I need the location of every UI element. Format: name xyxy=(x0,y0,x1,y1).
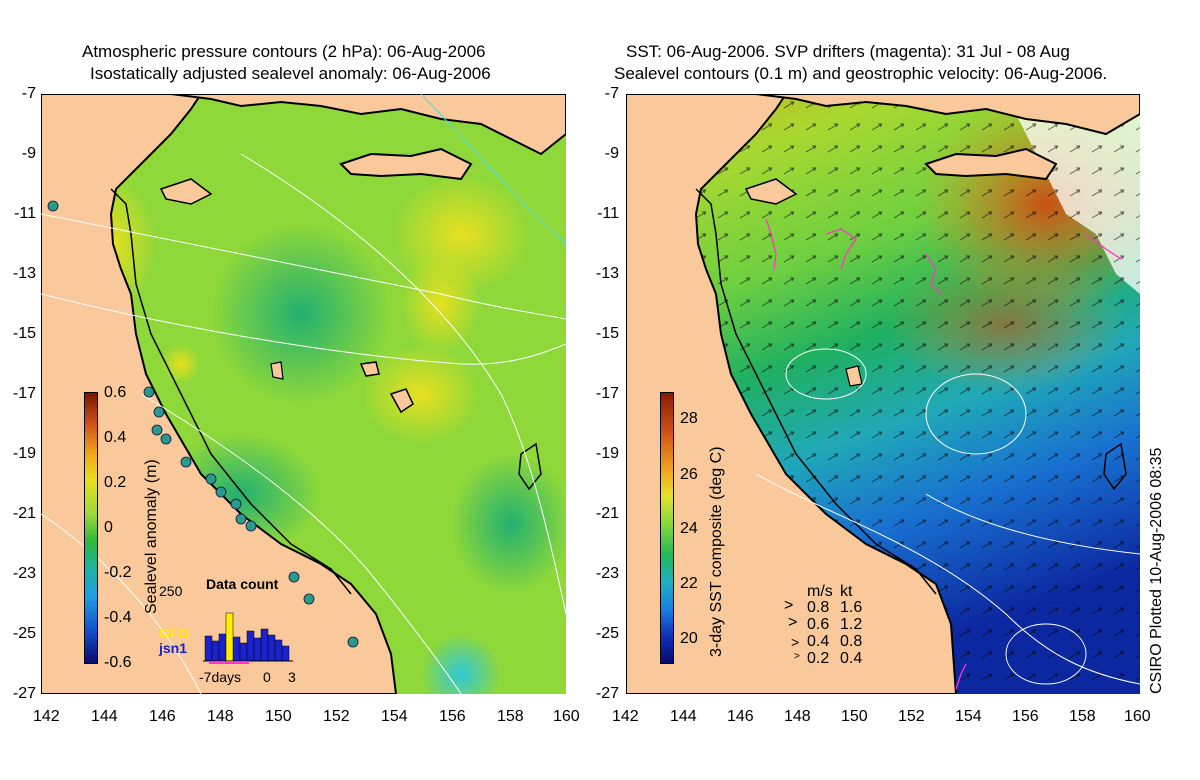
left-lon-tick: 154 xyxy=(381,708,408,725)
sealevel-anomaly-map: Data count 250 GFO jsn1 -7days 0 3 xyxy=(41,94,566,694)
velocity-arrow-icon: > xyxy=(788,614,798,631)
sst-cbar-label: 3-day SST composite (deg C) xyxy=(708,446,725,657)
sealevel-cbar-tick: 0 xyxy=(104,519,113,536)
velocity-legend-ms: 0.6 xyxy=(807,616,830,633)
left-lon-tick: 152 xyxy=(323,708,350,725)
plot-credit: CSIRO Plotted 10-Aug-2006 08:35 xyxy=(1148,447,1165,694)
right-lat-tick: -13 xyxy=(595,265,619,282)
sst-cbar-tick: 28 xyxy=(680,410,698,427)
velocity-legend-kt: 0.4 xyxy=(840,650,863,667)
left-lon-tick: 144 xyxy=(91,708,118,725)
right-lon-tick: 154 xyxy=(955,708,982,725)
right-lon-tick: 146 xyxy=(727,708,754,725)
sst-cbar-tick: 26 xyxy=(680,466,698,483)
right-lat-tick: -9 xyxy=(604,145,619,162)
left-lon-tick: 150 xyxy=(265,708,292,725)
left-lon-tick: 156 xyxy=(439,708,466,725)
left-lat-tick: -13 xyxy=(12,265,36,282)
left-lat-tick: -15 xyxy=(12,325,36,342)
right-lon-tick: 150 xyxy=(841,708,868,725)
legend-gfo: GFO xyxy=(159,625,190,641)
left-lat-tick: -23 xyxy=(12,565,36,582)
sealevel-cbar-tick: -0.2 xyxy=(104,564,132,581)
left-lat-tick: -11 xyxy=(14,205,36,222)
sst-colorbar xyxy=(660,392,674,664)
left-lat-tick: -19 xyxy=(12,445,36,462)
data-count-histogram xyxy=(203,603,293,664)
right-lat-tick: -19 xyxy=(595,445,619,462)
left-lat-tick: -27 xyxy=(12,685,36,702)
right-lat-tick: -25 xyxy=(595,625,619,642)
left-lat-tick: -25 xyxy=(12,625,36,642)
left-lon-tick: 160 xyxy=(553,708,580,725)
velocity-legend-ms-header: m/s xyxy=(807,583,833,600)
left-title-line2: Isostatically adjusted sealevel anomaly:… xyxy=(90,64,491,83)
velocity-arrow-icon: > xyxy=(791,634,800,650)
right-lon-tick: 156 xyxy=(1012,708,1039,725)
sealevel-cbar-tick: 0.6 xyxy=(104,384,127,401)
right-title-line1: SST: 06-Aug-2006. SVP drifters (magenta)… xyxy=(626,42,1070,61)
right-lat-tick: -21 xyxy=(595,505,619,522)
sealevel-cbar-tick: -0.4 xyxy=(104,609,132,626)
velocity-arrow-icon: > xyxy=(784,597,794,614)
right-lon-tick: 142 xyxy=(612,708,639,725)
sst-map-svg xyxy=(626,94,1140,694)
sst-cbar-tick: 20 xyxy=(680,630,698,647)
velocity-legend-ms: 0.4 xyxy=(807,633,830,650)
right-lon-tick: 160 xyxy=(1124,708,1151,725)
velocity-legend-kt: 0.8 xyxy=(840,633,863,650)
right-title-line2: Sealevel contours (0.1 m) and geostrophi… xyxy=(614,64,1108,83)
inset-title: Data count xyxy=(206,576,279,592)
sealevel-colorbar xyxy=(84,392,98,664)
sealevel-map-svg xyxy=(41,94,566,694)
velocity-arrow-icon: > xyxy=(794,651,800,662)
right-lon-tick: 148 xyxy=(784,708,811,725)
left-lat-tick: -17 xyxy=(12,385,36,402)
left-lon-tick: 142 xyxy=(33,708,60,725)
sealevel-cbar-tick: 0.2 xyxy=(104,474,127,491)
right-lon-tick: 144 xyxy=(670,708,697,725)
left-lat-tick: -21 xyxy=(12,505,36,522)
sst-cbar-tick: 22 xyxy=(680,575,698,592)
inset-ymax: 250 xyxy=(159,583,183,599)
sst-cbar-tick: 24 xyxy=(680,520,698,537)
velocity-legend-kt: 1.6 xyxy=(840,599,863,616)
left-lon-tick: 158 xyxy=(497,708,524,725)
right-lat-tick: -15 xyxy=(595,325,619,342)
sealevel-cbar-tick: -0.6 xyxy=(104,654,132,671)
velocity-legend-ms: 0.8 xyxy=(807,599,830,616)
inset-xtick-zero: 0 xyxy=(263,669,271,685)
sealevel-cbar-tick: 0.4 xyxy=(104,429,127,446)
right-lat-tick: -27 xyxy=(595,685,619,702)
left-lat-tick: -7 xyxy=(21,85,36,102)
right-lon-tick: 158 xyxy=(1069,708,1096,725)
velocity-legend-kt: 1.2 xyxy=(840,616,863,633)
sealevel-cbar-label: Sealevel anomaly (m) xyxy=(143,459,160,614)
left-lat-tick: -9 xyxy=(21,145,36,162)
sst-map: m/s kt > 0.8 1.6 > 0.6 1.2 > 0.4 0.8 > 0… xyxy=(626,94,1140,694)
right-lat-tick: -17 xyxy=(595,385,619,402)
right-lon-tick: 152 xyxy=(898,708,925,725)
velocity-legend-kt-header: kt xyxy=(840,583,853,600)
right-lat-tick: -7 xyxy=(604,85,619,102)
velocity-legend-ms: 0.2 xyxy=(807,650,830,667)
inset-xtick-end: 3 xyxy=(288,669,296,685)
right-lat-tick: -23 xyxy=(595,565,619,582)
left-lon-tick: 146 xyxy=(149,708,176,725)
left-title-line1: Atmospheric pressure contours (2 hPa): 0… xyxy=(82,42,486,61)
legend-jsn1: jsn1 xyxy=(159,640,188,656)
left-lon-tick: 148 xyxy=(207,708,234,725)
right-lat-tick: -11 xyxy=(597,205,619,222)
inset-xtick-start: -7days xyxy=(199,669,242,685)
